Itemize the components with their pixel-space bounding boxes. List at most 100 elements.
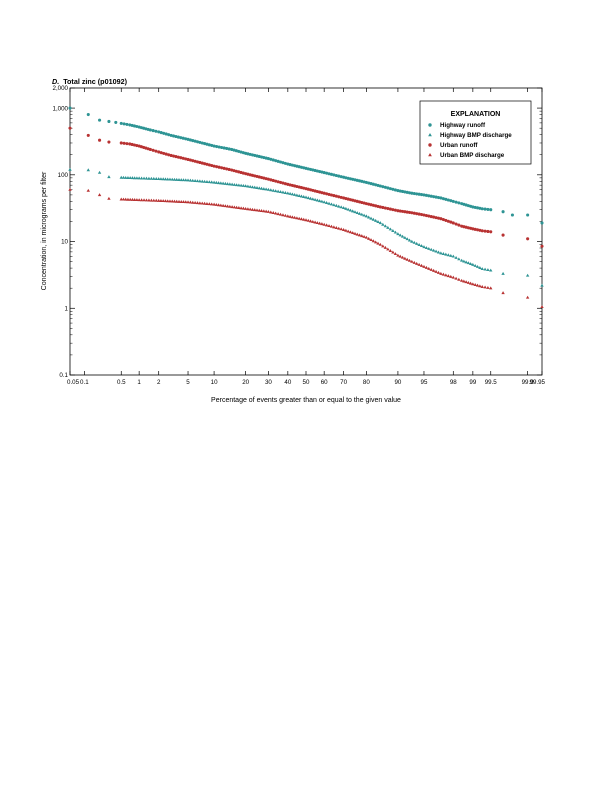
data-point: [132, 198, 137, 201]
data-point: [436, 216, 441, 220]
data-point: [274, 179, 278, 183]
data-point: [271, 211, 275, 215]
data-point: [325, 192, 329, 196]
data-point: [429, 247, 433, 251]
data-point: [97, 193, 102, 197]
x-tick-label: 98: [450, 379, 457, 386]
data-point: [230, 147, 234, 151]
data-point: [366, 236, 371, 240]
data-point: [288, 214, 292, 218]
data-point: [232, 205, 237, 209]
data-point: [278, 190, 283, 194]
data-point: [403, 190, 407, 194]
data-point: [68, 167, 72, 171]
data-point: [255, 186, 259, 189]
data-point: [162, 131, 166, 135]
data-point: [202, 179, 207, 183]
data-point: [344, 206, 348, 210]
data-point: [239, 150, 243, 154]
data-point: [216, 181, 221, 185]
data-point: [177, 178, 181, 181]
data-point: [166, 199, 170, 203]
data-point: [412, 240, 416, 244]
data-point: [398, 189, 402, 193]
data-point: [424, 246, 429, 250]
data-point: [441, 252, 446, 255]
data-point: [388, 207, 392, 211]
data-point: [205, 162, 209, 166]
data-point: [207, 163, 211, 167]
data-point: [407, 238, 412, 242]
data-point: [427, 194, 431, 198]
data-point: [171, 134, 176, 138]
data-point: [337, 195, 341, 199]
data-point: [471, 262, 475, 266]
data-point: [216, 203, 221, 207]
data-point: [222, 166, 226, 170]
data-point: [167, 133, 171, 137]
data-point: [454, 222, 458, 226]
data-point: [225, 146, 229, 151]
data-point: [478, 266, 482, 269]
x-tick-label: 5: [186, 379, 190, 386]
x-tick-label: 2: [157, 379, 161, 386]
data-point: [348, 208, 353, 212]
data-point: [322, 191, 326, 195]
legend-marker: [428, 123, 432, 127]
data-point: [219, 203, 223, 207]
data-point: [391, 208, 395, 212]
data-point: [308, 196, 313, 200]
data-point: [246, 184, 250, 188]
data-point: [299, 194, 304, 198]
data-point: [253, 185, 257, 189]
data-point: [195, 160, 200, 164]
x-tick-label: 0.05: [67, 379, 80, 386]
data-point: [473, 227, 477, 231]
data-point: [168, 177, 172, 181]
data-point: [184, 200, 188, 204]
data-point: [391, 187, 395, 191]
data-point: [391, 250, 395, 254]
data-point: [237, 206, 241, 210]
data-point: [157, 130, 161, 134]
data-point: [170, 199, 174, 203]
data-point: [483, 285, 487, 289]
data-point: [403, 235, 407, 239]
data-point: [434, 269, 438, 273]
data-point: [306, 218, 310, 222]
legend-label: Highway runoff: [440, 122, 486, 129]
data-point: [315, 221, 320, 225]
data-point: [322, 222, 326, 226]
data-point: [259, 209, 264, 212]
y-tick-label: 2,000: [53, 85, 69, 92]
data-point: [132, 124, 137, 128]
legend-marker: [428, 153, 432, 157]
data-point: [388, 249, 393, 252]
data-point: [68, 106, 72, 110]
data-point: [159, 131, 163, 135]
data-point: [191, 139, 195, 143]
data-point: [419, 244, 424, 248]
data-point: [346, 229, 350, 233]
data-point: [317, 221, 322, 225]
data-point: [276, 212, 280, 216]
x-tick-label: 50: [303, 379, 310, 386]
data-point: [525, 295, 530, 299]
legend-item: Highway runoff: [428, 122, 486, 129]
data-point: [232, 148, 236, 152]
data-point: [427, 266, 431, 270]
data-point: [431, 268, 436, 272]
data-point: [407, 210, 412, 214]
data-point: [486, 229, 490, 234]
data-point: [471, 227, 475, 231]
data-point: [121, 197, 126, 201]
data-point: [221, 181, 225, 185]
data-point: [346, 207, 350, 211]
data-point: [154, 129, 158, 133]
data-point: [269, 188, 273, 192]
data-point: [444, 197, 448, 201]
data-point: [107, 140, 111, 144]
data-point: [374, 183, 378, 187]
data-point: [355, 232, 359, 236]
data-point: [175, 177, 179, 181]
